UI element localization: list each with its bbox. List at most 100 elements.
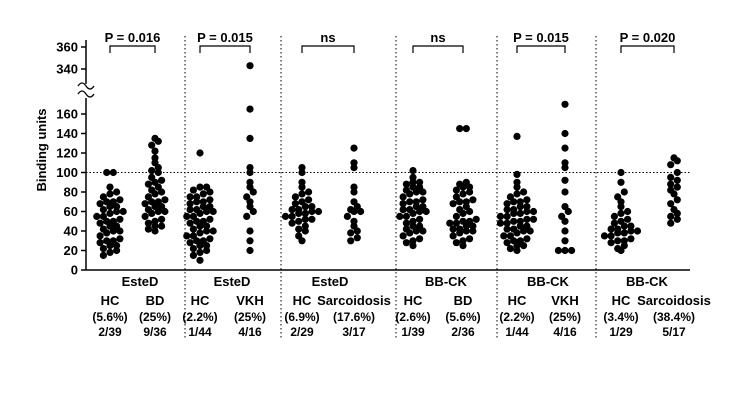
data-point [347,229,355,237]
data-point [614,237,622,245]
data-point [449,200,457,208]
data-point [399,200,407,208]
data-point [196,248,204,256]
data-point [624,215,632,223]
data-point [667,200,675,208]
data-point [196,222,204,230]
data-point [113,207,121,216]
data-point [673,157,681,165]
data-point [607,239,615,247]
data-point [513,190,521,198]
data-point [469,196,477,204]
data-point [246,227,254,235]
data-point [119,207,127,216]
y-axis-label: Binding units [34,108,49,191]
data-point [144,225,152,233]
data-point [554,246,563,255]
data-point [523,207,531,216]
y-tick-label: 60 [64,204,78,219]
data-point [288,206,296,214]
data-point [199,190,207,198]
data-point [620,222,628,230]
group-ratio-label: 1/29 [609,325,633,339]
y-tick-label: 360 [56,40,78,55]
group-percent-label: (17.6%) [333,310,375,324]
data-point [399,193,407,201]
data-point [186,206,194,214]
antigen-label: BB-CK [626,274,668,289]
data-point [399,206,407,214]
data-point [409,209,417,217]
data-point [472,215,480,223]
data-point [462,125,470,133]
data-point [419,196,427,204]
y-tick-label: 20 [64,243,78,258]
data-point [343,212,351,220]
data-point [456,198,464,206]
data-point [295,209,303,217]
data-point [350,164,358,172]
data-point [670,190,678,198]
significance-bracket [301,45,355,53]
data-point [513,246,521,255]
data-point [520,227,528,235]
group-percent-label: (2.2%) [499,310,534,324]
group-ratio-label: 2/29 [290,325,314,339]
data-point [513,183,521,191]
data-point [409,242,417,250]
data-point [158,176,166,184]
significance-bracket [199,45,251,53]
group-percent-label: (38.4%) [653,310,695,324]
data-point [161,207,169,216]
data-point [99,251,107,259]
data-point [667,219,675,227]
p-value-label: P = 0.015 [513,30,569,45]
data-point [667,212,675,220]
data-point [203,207,211,216]
data-point [113,246,121,255]
data-point [295,225,303,233]
data-point [617,246,625,255]
data-point [189,225,197,233]
data-point [513,229,521,237]
data-point [154,207,162,216]
data-point [529,207,538,216]
data-point [627,227,635,235]
y-tick-label: 120 [56,146,78,161]
data-point [141,212,149,220]
data-point [161,196,169,204]
data-point [673,168,681,177]
data-point [673,209,681,217]
y-tick-label: 340 [56,62,78,77]
data-point [402,212,410,220]
data-point [113,188,121,196]
group-name-label: Sarcoidosis [637,293,711,308]
data-point [561,100,569,108]
data-point [516,209,524,217]
group-ratio-label: 2/39 [98,325,122,339]
data-point [305,196,313,204]
data-point [158,188,166,196]
data-point [206,215,214,223]
significance-bracket [620,45,675,53]
data-point [186,239,194,247]
group-ratio-label: 4/16 [553,325,577,339]
data-point [607,232,615,240]
data-point [409,167,417,175]
data-point [617,203,625,211]
data-point [564,207,572,216]
data-point [148,141,156,149]
data-point [109,227,117,235]
data-point [452,212,460,220]
data-point [449,225,457,233]
data-point [298,237,306,245]
p-value-label: ns [320,30,335,45]
data-point [301,215,309,223]
group-ratio-label: 4/16 [238,325,262,339]
significance-brackets: P = 0.016 P = 0.015 ns ns P = 0.015 P = 0.020 [105,30,675,53]
data-point [412,188,420,196]
data-point [459,190,467,198]
data-point [561,176,569,184]
significance-bracket [109,45,156,53]
